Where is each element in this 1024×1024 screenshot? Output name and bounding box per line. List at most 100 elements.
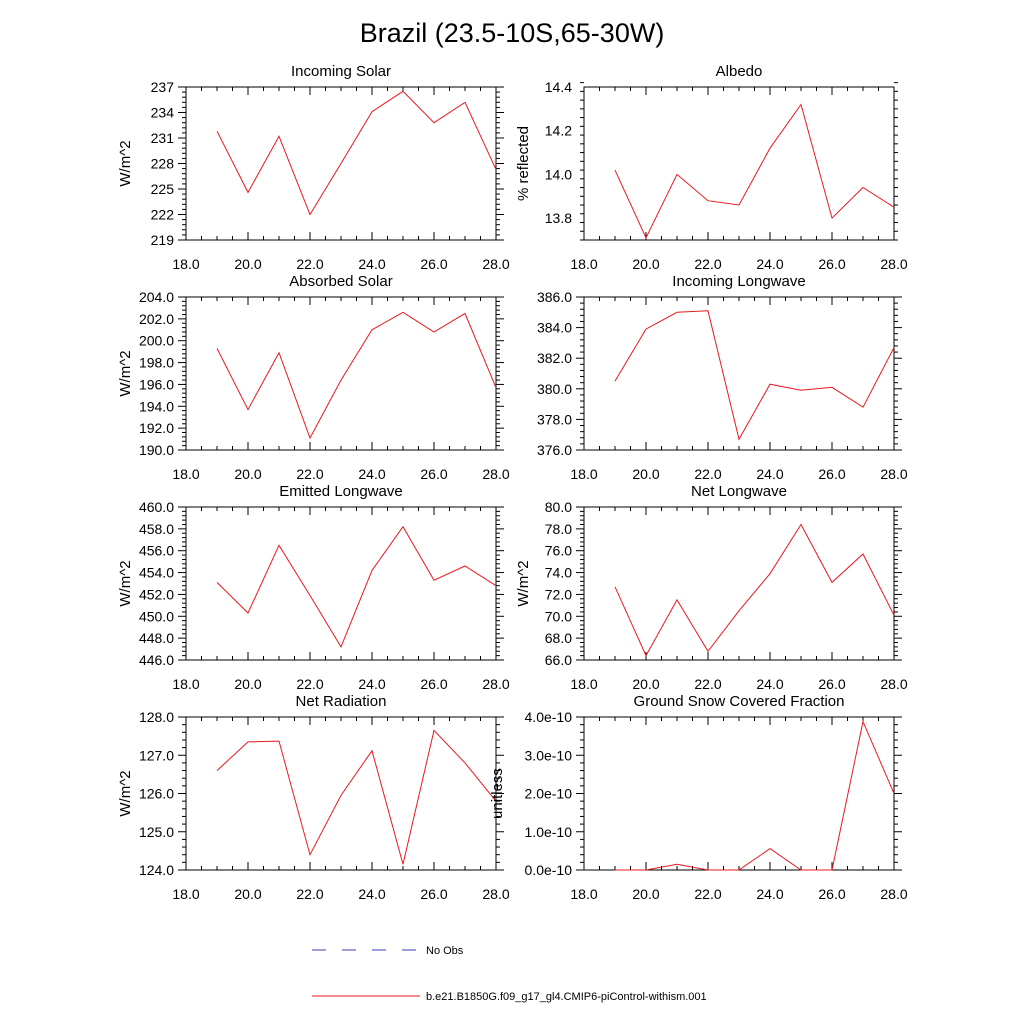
panel-title: Incoming Solar	[291, 63, 391, 80]
x-tick-label: 22.0	[694, 466, 721, 482]
x-tick-label: 28.0	[482, 466, 509, 482]
plot-frame	[185, 716, 497, 871]
y-tick-label: 202.0	[139, 311, 174, 327]
y-tick-label: 234	[151, 105, 175, 121]
y-tick-label: 78.0	[545, 521, 572, 537]
series-line-0	[216, 90, 497, 216]
y-tick-label: 200.0	[139, 333, 174, 349]
y-tick-label: 222	[151, 207, 175, 223]
panel-title: Net Longwave	[691, 483, 787, 500]
x-tick-label: 26.0	[818, 256, 845, 272]
figure-title: Brazil (23.5-10S,65-30W)	[360, 18, 665, 48]
x-tick-label: 22.0	[694, 676, 721, 692]
y-axis-label: unitless	[489, 768, 506, 819]
y-tick-label: 384.0	[537, 320, 572, 336]
x-tick-label: 24.0	[756, 466, 783, 482]
legend-label-no-obs: No Obs	[426, 945, 464, 957]
y-tick-label: 192.0	[139, 420, 174, 436]
panel-7: Ground Snow Covered Fraction 18.0 20.0 22.0…	[489, 693, 908, 902]
series-line-0	[614, 523, 895, 657]
y-tick-label: 198.0	[139, 355, 174, 371]
y-tick-label: 80.0	[545, 499, 572, 515]
y-tick-label: 204.0	[139, 289, 174, 305]
y-tick-label: 4.0e-10	[525, 709, 573, 725]
series-line-0	[614, 103, 895, 239]
panel-4: Emitted Longwave 18.0 20.0 22.0 24.0 26.0 28.0…	[117, 483, 510, 692]
y-tick-label: 2.0e-10	[525, 786, 573, 802]
x-tick-label: 18.0	[570, 466, 597, 482]
panel-title: Albedo	[716, 63, 763, 80]
x-tick-label: 22.0	[296, 466, 323, 482]
y-tick-label: 196.0	[139, 376, 174, 392]
legend-label-model: b.e21.B1850G.f09_g17_gl4.CMIP6-piControl…	[426, 991, 707, 1003]
plot-frame	[583, 296, 895, 451]
x-tick-label: 22.0	[296, 256, 323, 272]
x-tick-label: 22.0	[694, 256, 721, 272]
y-tick-label: 125.0	[139, 824, 174, 840]
x-tick-label: 24.0	[756, 676, 783, 692]
x-tick-label: 26.0	[420, 256, 447, 272]
y-tick-label: 452.0	[139, 586, 174, 602]
y-tick-label: 225	[151, 181, 175, 197]
y-tick-label: 66.0	[545, 652, 572, 668]
y-tick-label: 446.0	[139, 652, 174, 668]
x-tick-label: 28.0	[482, 256, 509, 272]
y-tick-label: 237	[151, 79, 175, 95]
x-tick-label: 26.0	[420, 676, 447, 692]
y-tick-label: 14.4	[545, 79, 572, 95]
y-tick-label: 450.0	[139, 608, 174, 624]
x-tick-label: 20.0	[632, 676, 659, 692]
y-tick-label: 228	[151, 156, 175, 172]
y-tick-label: 386.0	[537, 289, 572, 305]
plot-frame	[185, 296, 497, 451]
plot-frame	[583, 86, 895, 241]
y-tick-label: 456.0	[139, 543, 174, 559]
panel-5: Net Longwave 18.0 20.0 22.0 24.0 26.0 28.0 66.0…	[515, 483, 908, 692]
series-line-0	[216, 525, 497, 649]
y-tick-label: 1.0e-10	[525, 824, 573, 840]
y-tick-label: 74.0	[545, 565, 572, 581]
x-tick-label: 28.0	[482, 886, 509, 902]
y-axis-label: W/m^2	[117, 140, 134, 186]
panel-2: Absorbed Solar 18.0 20.0 22.0 24.0 26.0 28.0 19…	[117, 273, 510, 482]
x-tick-label: 26.0	[818, 676, 845, 692]
x-tick-label: 18.0	[570, 886, 597, 902]
y-tick-label: 380.0	[537, 381, 572, 397]
y-tick-label: 194.0	[139, 398, 174, 414]
plot-frame	[185, 506, 497, 661]
y-tick-label: 124.0	[139, 862, 174, 878]
series-line-0	[615, 719, 895, 871]
y-tick-label: 3.0e-10	[525, 747, 573, 763]
y-axis-label: W/m^2	[117, 770, 134, 816]
x-tick-label: 20.0	[234, 256, 261, 272]
y-tick-label: 190.0	[139, 442, 174, 458]
x-tick-label: 26.0	[420, 466, 447, 482]
plot-frame	[583, 506, 895, 661]
x-tick-label: 28.0	[880, 256, 907, 272]
series-line-0	[614, 310, 895, 441]
y-axis-label: W/m^2	[117, 560, 134, 606]
y-tick-label: 382.0	[537, 350, 572, 366]
y-tick-label: 76.0	[545, 543, 572, 559]
panel-title: Incoming Longwave	[672, 273, 805, 290]
x-tick-label: 28.0	[482, 676, 509, 692]
x-tick-label: 18.0	[570, 676, 597, 692]
panel-title: Net Radiation	[296, 693, 387, 710]
y-tick-label: 68.0	[545, 630, 572, 646]
x-tick-label: 18.0	[172, 676, 199, 692]
x-tick-label: 28.0	[880, 676, 907, 692]
x-tick-label: 20.0	[234, 466, 261, 482]
x-tick-label: 20.0	[632, 886, 659, 902]
y-axis-label: W/m^2	[117, 350, 134, 396]
x-tick-label: 18.0	[172, 256, 199, 272]
x-tick-label: 22.0	[296, 886, 323, 902]
panel-title: Ground Snow Covered Fraction	[634, 693, 845, 710]
y-tick-label: 128.0	[139, 709, 174, 725]
series-line-0	[216, 729, 497, 865]
y-tick-label: 458.0	[139, 521, 174, 537]
x-tick-label: 18.0	[570, 256, 597, 272]
x-tick-label: 20.0	[632, 466, 659, 482]
panel-3: Incoming Longwave 18.0 20.0 22.0 24.0 26.0 28.…	[537, 273, 908, 482]
y-tick-label: 454.0	[139, 565, 174, 581]
x-tick-label: 20.0	[234, 886, 261, 902]
